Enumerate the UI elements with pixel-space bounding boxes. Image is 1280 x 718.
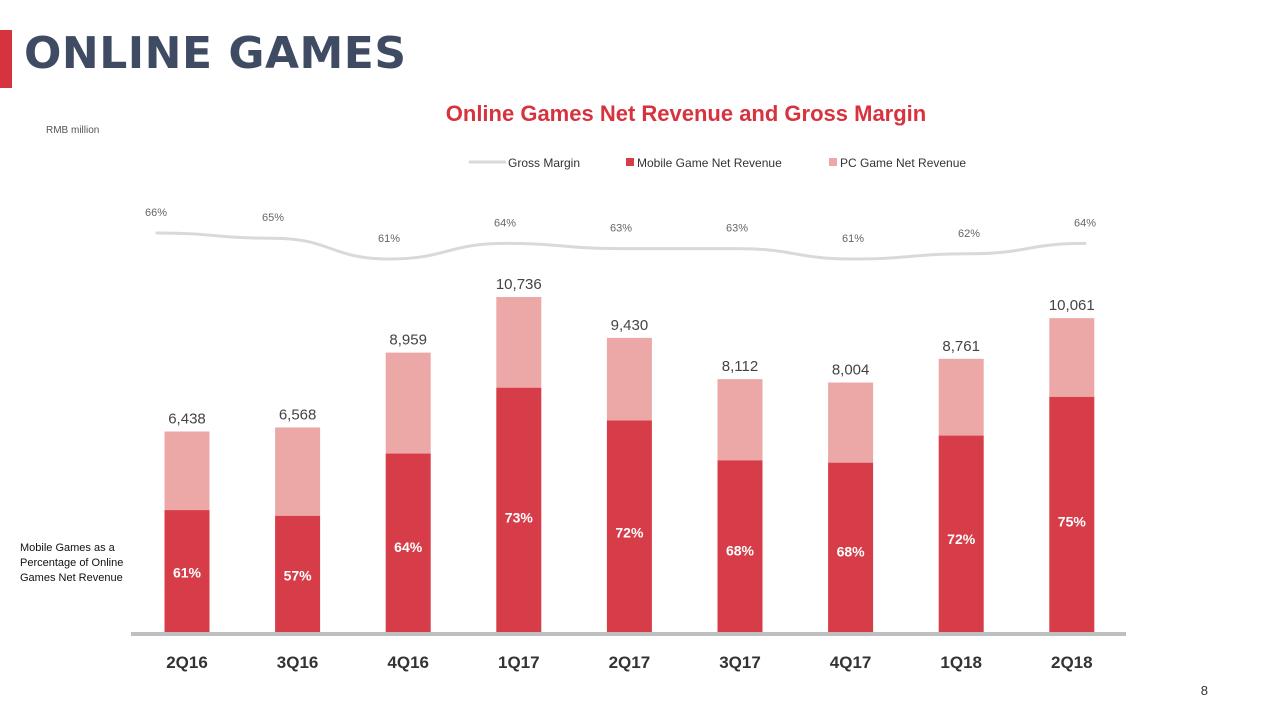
legend-mobile: Mobile Game Net Revenue [637, 156, 782, 170]
bar-mobile-2Q16 [164, 510, 210, 633]
bar-mobile-3Q17 [717, 460, 763, 633]
mobile-share-label-2Q17: 72% [615, 524, 644, 540]
total-label-2Q16: 6,438 [168, 411, 206, 428]
total-label-1Q17: 10,736 [496, 276, 542, 293]
total-label-3Q17: 8,112 [722, 358, 758, 375]
legend-gross-margin: Gross Margin [508, 156, 580, 170]
unit-label: RMB million [46, 125, 100, 136]
total-label-2Q18: 10,061 [1049, 297, 1095, 314]
gross-margin-label-3Q16: 65% [262, 212, 284, 224]
mobile-share-label-4Q17: 68% [837, 543, 866, 559]
bar-pc-4Q16 [385, 352, 431, 454]
mobile-share-label-3Q17: 68% [726, 542, 755, 558]
gross-margin-label-3Q17: 63% [726, 223, 748, 235]
gross-margin-line [155, 231, 1087, 261]
gross-margin-label-4Q16: 61% [378, 233, 400, 245]
total-label-4Q16: 8,959 [389, 332, 427, 349]
gross-margin-label-2Q16: 66% [145, 207, 167, 219]
total-label-1Q18: 8,761 [942, 338, 980, 355]
mobile-share-label-2Q18: 75% [1058, 514, 1087, 530]
bar-pc-3Q16 [275, 427, 321, 516]
gross-margin-label-2Q18: 64% [1074, 217, 1096, 229]
legend-swatch-pc [829, 158, 837, 166]
mobile-share-note: Mobile Games as a Percentage of Online G… [20, 542, 124, 584]
gross-margin-label-2Q17: 63% [610, 223, 632, 235]
bar-pc-1Q18 [938, 358, 984, 436]
bar-mobile-1Q18 [938, 435, 984, 633]
bar-mobile-2Q18 [1049, 396, 1095, 633]
page-title: ONLINE GAMES [24, 28, 407, 79]
gross-margin-label-1Q17: 64% [494, 217, 516, 229]
category-label-2Q16: 2Q16 [166, 653, 208, 672]
category-label-1Q17: 1Q17 [498, 653, 540, 672]
chart-title: Online Games Net Revenue and Gross Margi… [445, 101, 927, 126]
category-label-2Q18: 2Q18 [1051, 653, 1093, 672]
mobile-share-label-2Q16: 61% [173, 565, 202, 581]
bar-pc-2Q17 [606, 337, 652, 421]
bar-pc-2Q18 [1049, 318, 1095, 397]
bar-pc-1Q17 [496, 297, 542, 388]
mobile-share-label-1Q17: 73% [505, 510, 534, 526]
page-number: 8 [1200, 683, 1208, 698]
legend: Gross Margin Mobile Game Net Revenue PC … [468, 156, 966, 170]
bar-mobile-1Q17 [496, 387, 542, 633]
gross-margin-label-1Q18: 62% [958, 228, 980, 240]
bar-pc-2Q16 [164, 431, 210, 511]
bars: 6,438 61% 2Q16 6,568 57% 3Q16 8,959 64% 4Q16 10,7… [164, 276, 1095, 672]
bar-mobile-4Q16 [385, 453, 431, 633]
category-label-4Q16: 4Q16 [387, 653, 429, 672]
mobile-share-label-1Q18: 72% [947, 531, 976, 547]
total-label-3Q16: 6,568 [279, 406, 317, 423]
bar-pc-3Q17 [717, 379, 763, 461]
category-label-3Q16: 3Q16 [277, 653, 319, 672]
category-label-4Q17: 4Q17 [830, 653, 872, 672]
mobile-share-label-4Q16: 64% [394, 539, 423, 555]
bar-pc-4Q17 [828, 382, 874, 463]
category-label-3Q17: 3Q17 [719, 653, 761, 672]
title-accent-bar [0, 30, 12, 88]
bar-mobile-2Q17 [606, 420, 652, 633]
total-label-4Q17: 8,004 [832, 362, 870, 379]
bar-mobile-4Q17 [828, 462, 874, 633]
legend-swatch-mobile [626, 158, 634, 166]
total-label-2Q17: 9,430 [611, 317, 649, 334]
category-label-2Q17: 2Q17 [609, 653, 651, 672]
category-label-1Q18: 1Q18 [940, 653, 982, 672]
gross-margin-label-4Q17: 61% [842, 233, 864, 245]
legend-pc: PC Game Net Revenue [840, 156, 966, 170]
mobile-share-label-3Q16: 57% [284, 567, 313, 583]
bar-mobile-3Q16 [275, 515, 321, 633]
